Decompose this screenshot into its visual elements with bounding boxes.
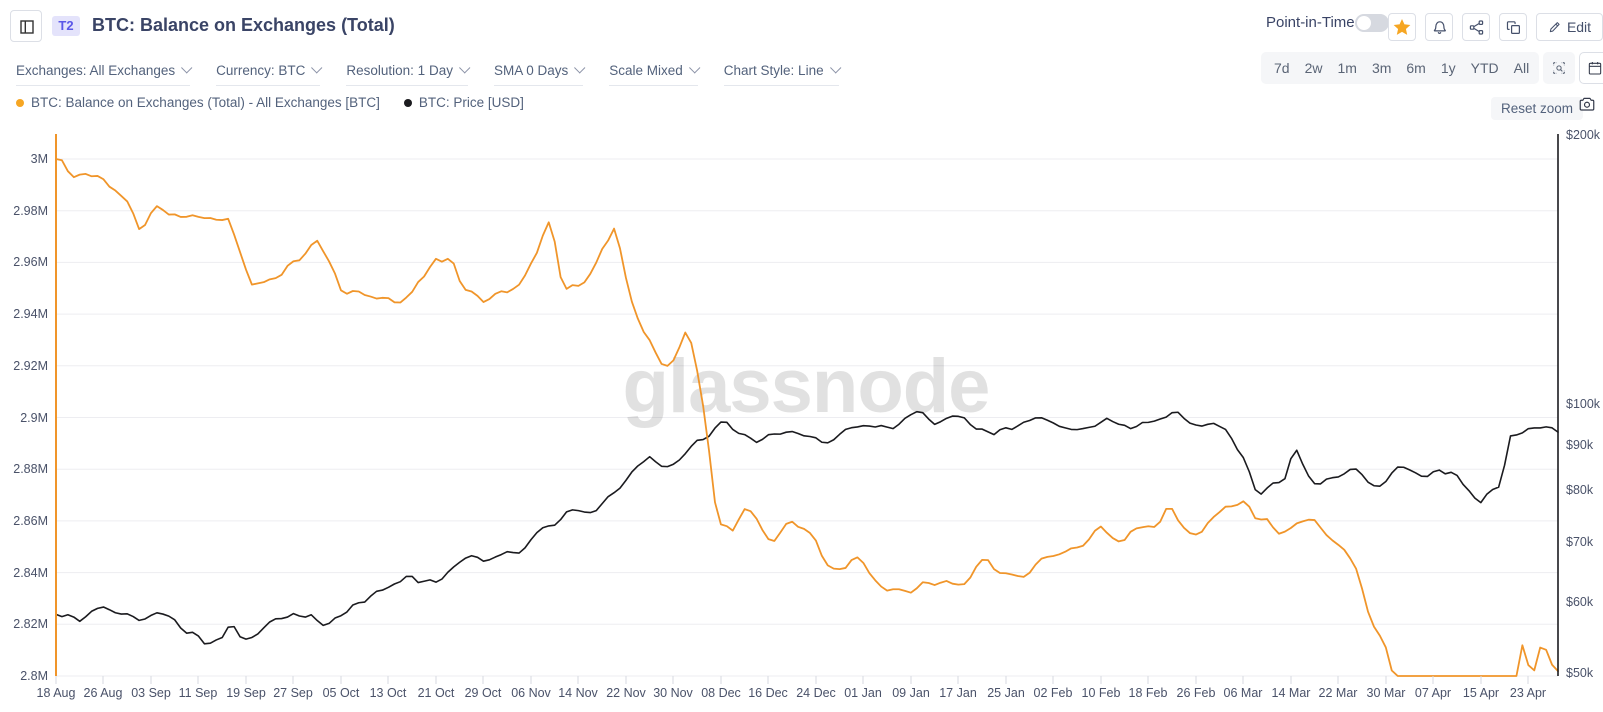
svg-text:glassnode: glassnode (623, 344, 990, 429)
